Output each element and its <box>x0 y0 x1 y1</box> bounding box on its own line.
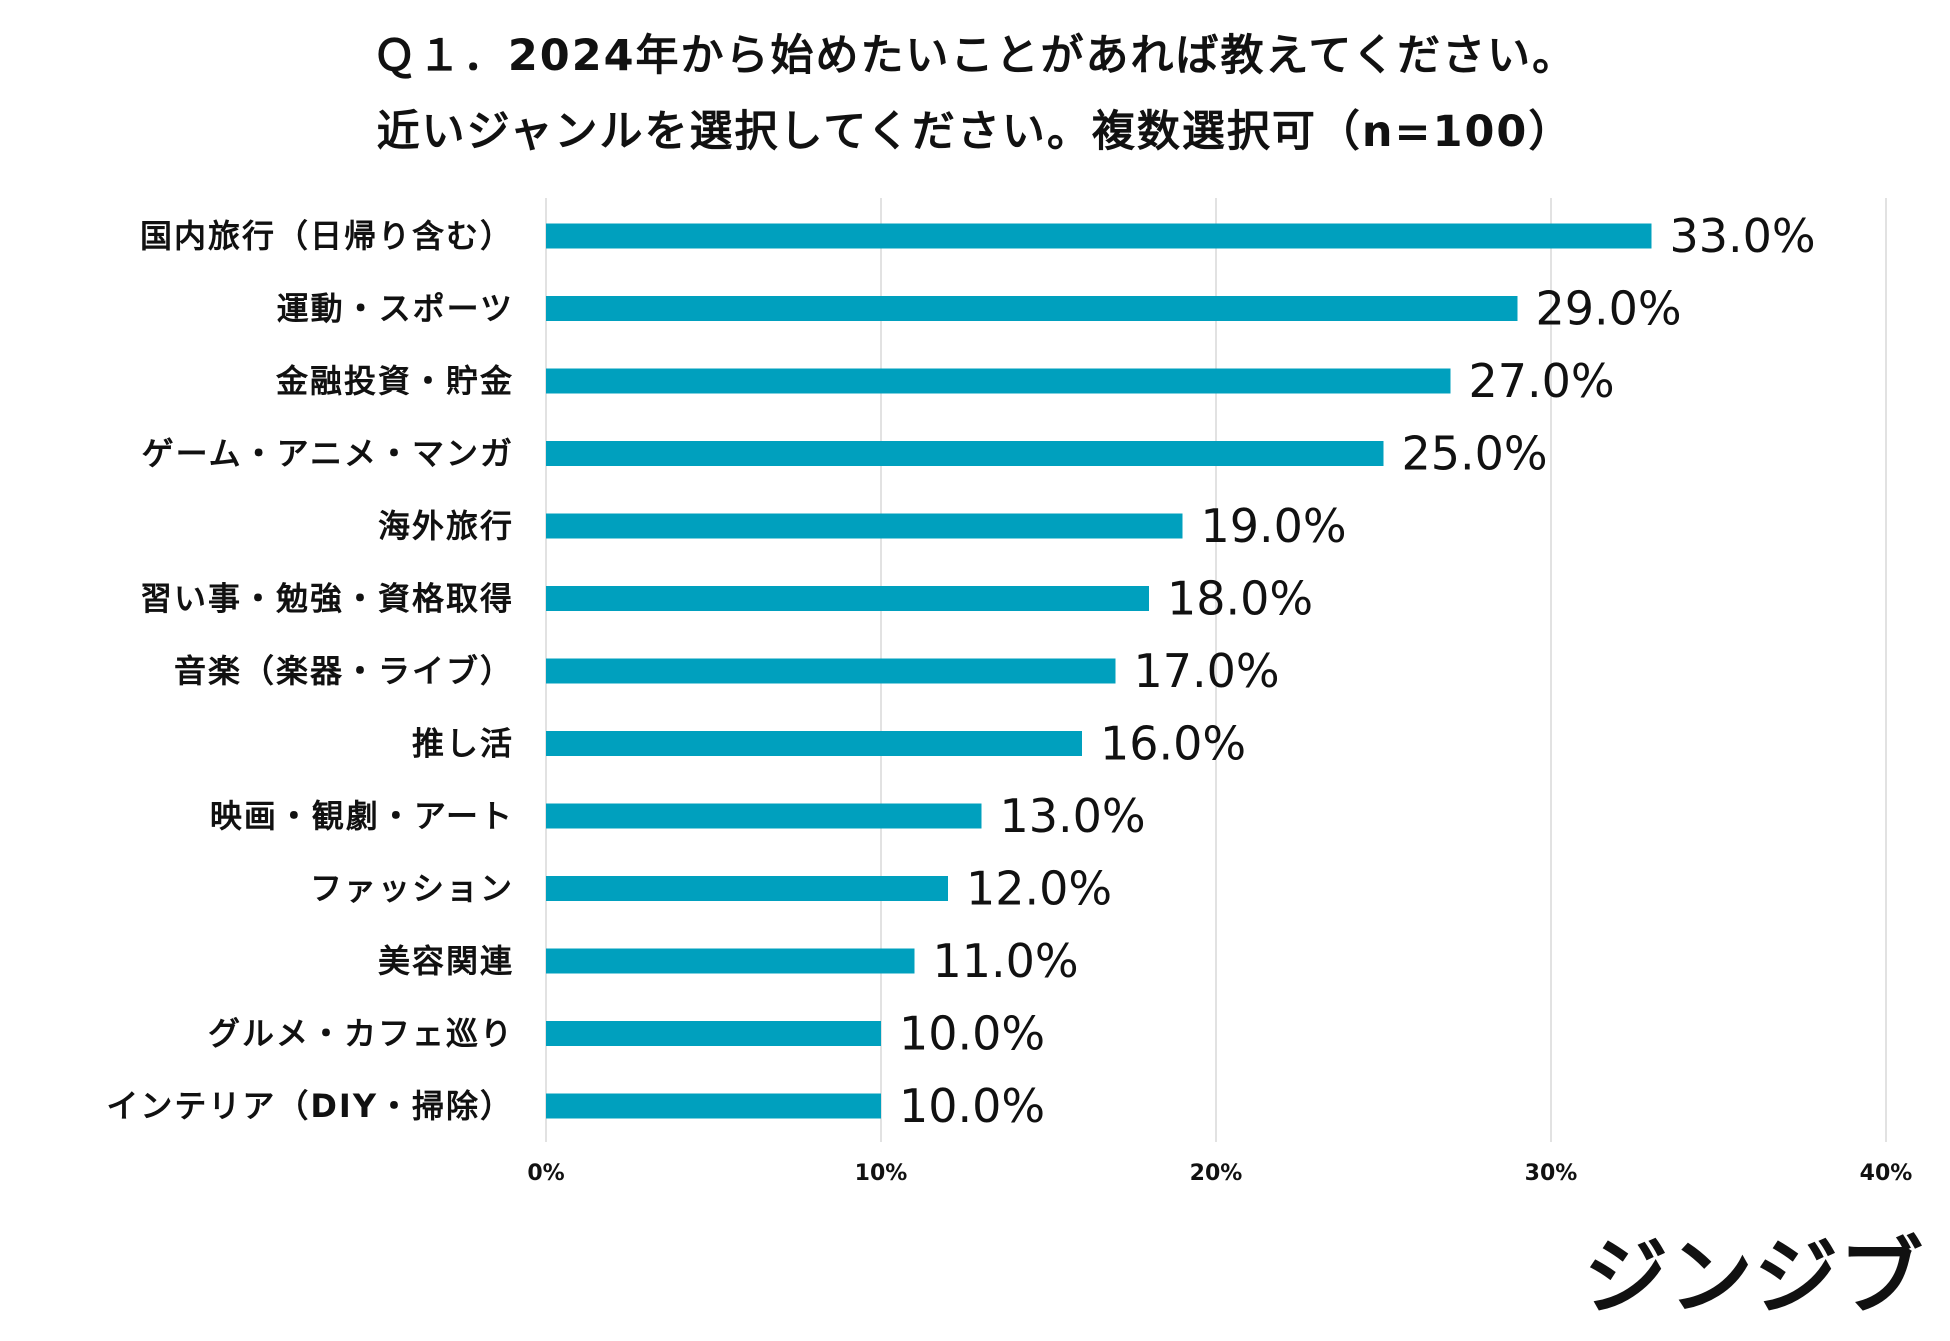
value-labels: 33.0% 29.0% 27.0% 25.0% 19.0% 18.0% 17.0% 16.0%… <box>899 209 1816 1133</box>
bars <box>546 223 1652 1119</box>
x-tick-label: 20% <box>1190 1161 1243 1186</box>
bar <box>546 803 982 829</box>
bar <box>546 1093 881 1119</box>
chart-title: Ｑ１．2024年から始めたいことがあれば教えてください。 <box>372 31 1578 81</box>
category-label: 運動・スポーツ <box>277 290 514 328</box>
bar <box>546 948 915 974</box>
x-axis-tick-labels: 0% 10% 20% 30% 40% <box>527 1161 1912 1186</box>
title-block: Ｑ１．2024年から始めたいことがあれば教えてください。 近いジャンルを選択して… <box>0 18 1950 170</box>
chart-subtitle: 近いジャンルを選択してください。複数選択可（n=100） <box>376 107 1574 157</box>
value-label: 16.0% <box>1100 717 1246 771</box>
x-tick-label: 10% <box>855 1161 908 1186</box>
value-label: 17.0% <box>1134 644 1280 698</box>
x-tick-label: 30% <box>1525 1161 1578 1186</box>
value-label: 25.0% <box>1402 427 1548 481</box>
value-label: 10.0% <box>899 1007 1045 1061</box>
category-label: ファッション <box>310 870 514 908</box>
category-label: 音楽（楽器・ライブ） <box>174 652 514 690</box>
value-label: 29.0% <box>1536 282 1682 336</box>
bar <box>546 1021 881 1046</box>
category-label: 推し活 <box>412 725 514 763</box>
value-label: 10.0% <box>899 1079 1045 1133</box>
x-tick-label: 40% <box>1860 1161 1913 1186</box>
value-label: 13.0% <box>1000 789 1146 843</box>
category-label: 金融投資・貯金 <box>275 362 514 400</box>
category-label: ゲーム・アニメ・マンガ <box>142 435 514 473</box>
bar <box>546 876 948 901</box>
category-label: 美容関連 <box>378 942 514 980</box>
bar <box>546 658 1116 684</box>
bar <box>546 368 1451 394</box>
bar <box>546 731 1082 756</box>
bar <box>546 223 1652 249</box>
value-label: 18.0% <box>1167 572 1313 626</box>
category-label: 映画・観劇・アート <box>210 797 514 835</box>
brand-logo: ジンジブ <box>1583 1228 1924 1326</box>
category-label: 海外旅行 <box>378 507 514 545</box>
category-label: 国内旅行（日帰り含む） <box>140 217 514 255</box>
value-label: 33.0% <box>1670 209 1816 263</box>
category-labels: 国内旅行（日帰り含む） 運動・スポーツ金融投資・貯金ゲーム・アニメ・マンガ海外旅行… <box>106 217 514 1125</box>
bar <box>546 296 1518 321</box>
x-tick-label: 0% <box>527 1161 564 1186</box>
bar <box>546 513 1183 539</box>
value-label: 19.0% <box>1201 499 1347 553</box>
value-label: 27.0% <box>1469 354 1615 408</box>
value-label: 12.0% <box>966 862 1112 916</box>
category-label: インテリア（DIY・掃除） <box>106 1087 514 1125</box>
bar <box>546 441 1384 466</box>
category-label: グルメ・カフェ巡り <box>208 1015 514 1053</box>
value-label: 11.0% <box>933 934 1079 988</box>
category-label: 習い事・勉強・資格取得 <box>140 580 514 618</box>
bar <box>546 586 1149 611</box>
